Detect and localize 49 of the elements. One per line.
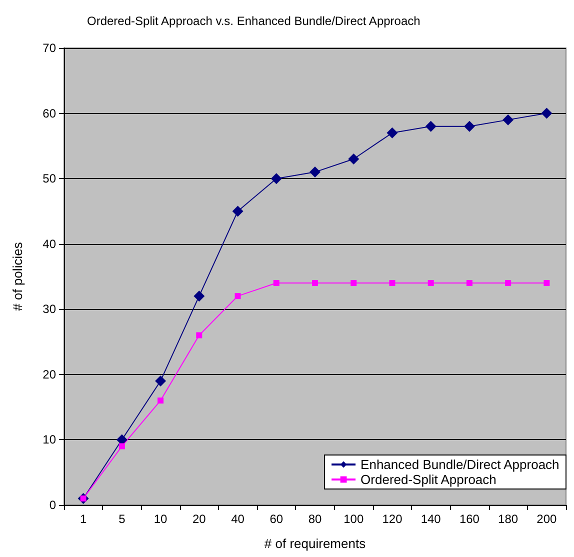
point: [541, 108, 552, 119]
x-tick-label: 80: [308, 512, 322, 526]
point: [273, 280, 280, 286]
x-tick-label: 180: [498, 512, 518, 526]
x-tick-label: 40: [231, 512, 245, 526]
y-tick-label: 60: [42, 106, 56, 120]
legend-label: Ordered-Split Approach: [360, 472, 496, 487]
point: [310, 166, 320, 178]
x-tick-label: 10: [154, 512, 168, 526]
point: [502, 114, 514, 126]
x-tick-label: 5: [118, 512, 126, 526]
point: [155, 375, 166, 386]
y-tick-label: 0: [49, 498, 56, 512]
y-axis-title: # of policies: [10, 242, 25, 311]
chart-title: Ordered-Split Approach v.s. Enhanced Bundle/Direct Approach: [87, 14, 420, 28]
point: [505, 280, 512, 286]
y-tick-label: 20: [42, 367, 56, 382]
point: [158, 398, 164, 404]
point: [544, 280, 550, 286]
y-tick-label: 30: [42, 302, 56, 316]
point: [312, 280, 318, 286]
point: [389, 280, 396, 286]
x-tick-label: 160: [459, 512, 480, 526]
point: [234, 293, 241, 300]
x-tick-label: 120: [382, 512, 403, 526]
x-tick-label: 200: [536, 512, 558, 526]
x-axis-title: # of requirements: [264, 536, 366, 551]
point: [270, 173, 282, 184]
point: [348, 153, 360, 164]
point: [386, 127, 398, 138]
x-tick-label: 1: [80, 512, 87, 526]
x-tick-label: 140: [420, 512, 442, 526]
x-tick-label: 60: [270, 512, 284, 526]
y-tick-label: 10: [42, 432, 56, 447]
point: [232, 206, 244, 217]
point: [350, 280, 357, 286]
point: [118, 443, 125, 450]
point: [196, 332, 202, 338]
x-tick-label: 20: [192, 512, 206, 526]
y-tick-label: 70: [42, 41, 56, 55]
point: [425, 120, 436, 132]
x-tick-label: 100: [344, 512, 364, 526]
point: [466, 280, 472, 286]
legend-label: Enhanced Bundle/Direct Approach: [360, 457, 560, 472]
point: [194, 290, 205, 302]
point: [428, 280, 434, 286]
point: [464, 120, 475, 132]
y-tick-label: 50: [42, 172, 56, 186]
y-tick-label: 40: [42, 236, 56, 251]
